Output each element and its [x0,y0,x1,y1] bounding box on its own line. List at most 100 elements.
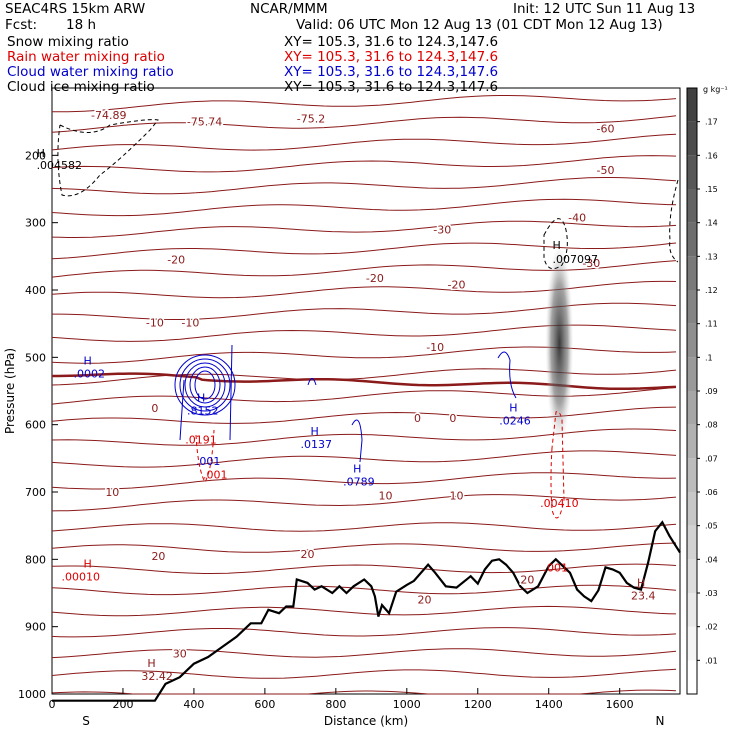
isotherm-line [51,605,677,617]
cloud-water-max-value: .0789 [343,475,375,488]
cloud-water-contour [194,370,216,400]
isotherm-line [51,428,677,446]
colorbar-swatch [687,626,697,661]
snow-max-value: .007097 [552,253,598,266]
isotherm-line [51,648,677,659]
y-tick-label: 1000 [18,688,46,701]
colorbar-swatch [687,458,697,492]
y-tick-label: 300 [25,217,46,230]
extremum-marker: H [637,576,645,589]
cloud-ice-max-marker: H [37,147,45,160]
freezing-level-line [52,372,677,391]
terrain-profile [52,520,681,702]
isotherm-label: 0 [414,412,421,425]
colorbar-swatch [687,323,697,358]
org-label: NCAR/MMM [250,1,328,17]
rain-water-label: .001 [544,561,569,574]
colorbar-tick-label: .04 [705,555,718,564]
cloud-water-label: .001 [196,455,221,468]
isotherm-line [51,627,677,638]
isotherm-line [51,368,677,386]
cloud-water-max-marker: H [197,392,205,405]
isotherm-label: -10 [146,316,164,329]
snow-contour [543,218,568,270]
colorbar-swatch [687,660,697,694]
isotherm-line [51,494,677,512]
cloud-water-max-value: .0137 [301,438,333,451]
y-tick-label: 700 [25,486,46,499]
isotherm-line [51,220,677,238]
isotherm-label: -30 [433,223,451,236]
x-tick-label: 1400 [535,698,563,711]
colorbar-tick-label: .17 [705,118,718,127]
isotherm-label: 0 [151,402,158,415]
rain-water-label: .00410 [540,497,579,510]
isotherm-line [51,115,677,133]
isotherm-label: -74.89 [91,109,126,122]
field-label-snow: Snow mixing ratio [7,34,129,50]
y-tick-label: 500 [25,351,46,364]
cloud-water-max-value: .0002 [73,368,105,381]
cloud-water-max-value: .0246 [499,415,530,428]
cloud-water-max-marker: H [83,355,91,368]
x-tick-label: 800 [325,698,346,711]
field-xy-cloud-water: XY= 105.3, 31.6 to 124.3,147.6 [284,64,499,80]
isotherm-line [51,668,677,679]
x-axis-end-label: N [656,714,665,728]
colorbar-swatch [687,559,697,593]
colorbar-swatch [687,88,697,122]
isotherm-line [51,689,677,695]
x-tick-label: 600 [254,698,275,711]
rain-water-label: .0191 [185,434,217,447]
isotherm-label: 20 [418,594,432,607]
cloud-water-max-marker: H [353,462,361,475]
isotherm-label: 20 [151,550,165,563]
colorbar-tick-label: .1 [705,353,713,362]
isotherm-label: -10 [181,316,199,329]
isotherm-line [51,542,677,553]
snow-plume-shading [545,243,574,444]
colorbar-tick-label: .12 [705,286,718,295]
colorbar-swatch [687,189,697,223]
cloud-water-contour [179,358,231,412]
isotherm-line [51,563,677,574]
y-tick-label: 200 [25,149,46,162]
colorbar-tick-label: .13 [705,252,718,261]
isotherm-label: -20 [447,279,465,292]
cloud-water-contour [179,344,233,441]
isotherm-label: -20 [366,272,384,285]
cloud-ice-max-value: .004582 [37,159,83,172]
isotherm-label: -30 [582,257,600,270]
colorbar-tick-label: .06 [705,488,718,497]
isotherm-line [51,450,677,468]
cloud-water-max-marker: H [509,402,517,415]
isotherm-line [51,522,677,532]
isotherm-label: 0 [449,412,456,425]
x-axis-title: Distance (km) [324,714,408,728]
isotherm-line [51,260,677,278]
colorbar-swatch [687,357,697,391]
x-tick-label: 1600 [606,698,634,711]
rain-water-label: .001 [203,469,228,482]
field-xy-snow: XY= 105.3, 31.6 to 124.3,147.6 [284,34,499,50]
isotherm-label: -50 [597,164,615,177]
model-title: SEAC4RS 15km ARW [5,1,146,17]
colorbar-swatch [687,290,697,324]
rain-water-contour [195,429,215,483]
isotherm-label: -75.74 [187,116,222,129]
colorbar-unit: g kg⁻¹ [703,85,728,94]
cloud-water-max-marker: H [311,425,319,438]
colorbar-tick-label: .07 [705,454,718,463]
y-tick-label: 800 [25,553,46,566]
colorbar-swatch [687,492,697,526]
isotherm-line [52,95,677,113]
cloud-ice-contour [669,179,679,263]
x-tick-label: 200 [112,698,133,711]
field-xy-cloud-ice: XY= 105.3, 31.6 to 124.3,147.6 [284,79,499,95]
isotherm-label: -10 [426,341,444,354]
y-tick-label: 600 [25,419,46,432]
extremum-marker: H [147,657,155,670]
isotherm-label: 20 [300,548,314,561]
isotherm-line [51,133,677,151]
colorbar-swatch [687,593,697,627]
